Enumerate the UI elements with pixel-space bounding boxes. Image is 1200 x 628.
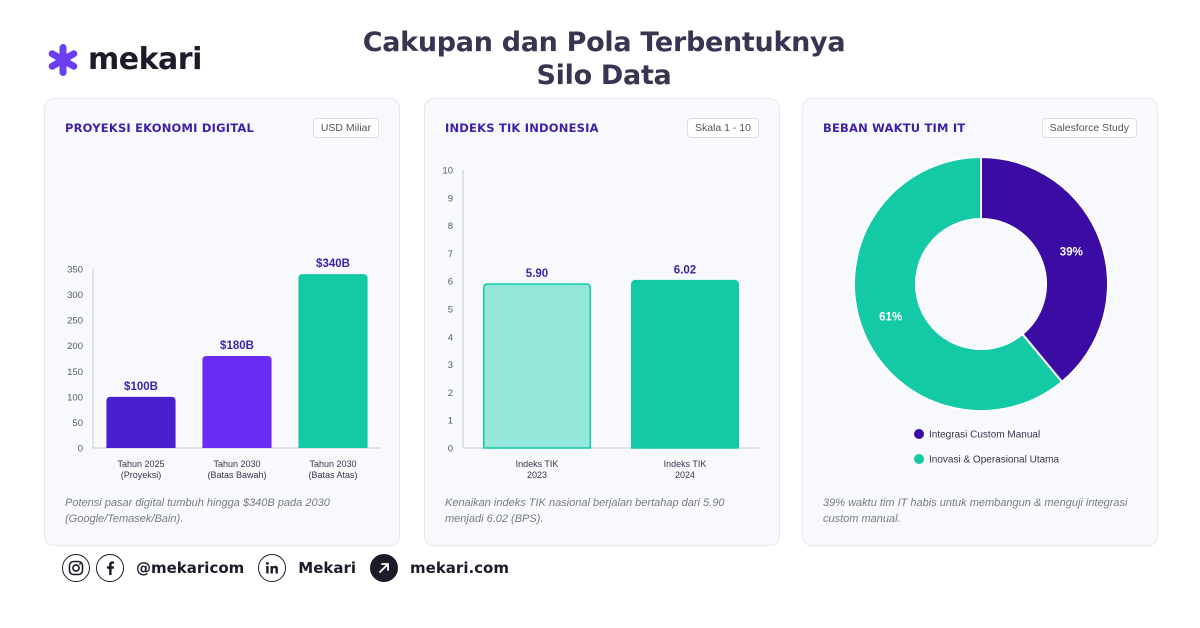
x-tick-label: (Proyeksi) xyxy=(121,470,162,480)
y-tick-label: 5 xyxy=(448,305,453,316)
bar xyxy=(630,279,740,449)
x-tick-label: 2023 xyxy=(527,470,547,480)
website-link[interactable]: mekari.com xyxy=(410,559,509,577)
bar xyxy=(106,396,176,448)
y-tick-label: 4 xyxy=(448,332,453,343)
y-tick-label: 2 xyxy=(448,388,453,399)
y-tick-label: 150 xyxy=(67,367,83,378)
y-tick-label: 8 xyxy=(448,221,453,232)
y-tick-label: 0 xyxy=(448,444,453,455)
card-title: INDEKS TIK INDONESIA xyxy=(445,121,599,135)
y-tick-label: 9 xyxy=(448,193,453,204)
y-tick-label: 200 xyxy=(67,341,83,352)
bar-chart-economy: 0 50 100 150 200 250 300 350 $100B Tahun 2025(Pro… xyxy=(67,258,381,480)
legend-swatch xyxy=(914,454,924,464)
bar-data-label: 6.02 xyxy=(674,265,696,277)
bar-data-label: $340B xyxy=(316,258,350,270)
brand-logo: mekari xyxy=(46,42,202,77)
y-tick-label: 1 xyxy=(448,416,453,427)
legend-swatch xyxy=(914,429,924,439)
bar-data-label: 5.90 xyxy=(526,268,548,280)
card-economy: PROYEKSI EKONOMI DIGITAL USD Miliar 0 50 1… xyxy=(44,98,400,546)
facebook-icon[interactable] xyxy=(96,554,124,582)
y-tick-label: 350 xyxy=(67,265,83,276)
x-tick-label: Tahun 2030 xyxy=(213,459,260,469)
slice-data-label: 61% xyxy=(879,312,902,324)
donut-slice xyxy=(853,155,1064,412)
page-title: Cakupan dan Pola Terbentuknya Silo Data xyxy=(362,27,846,91)
legend-label: Integrasi Custom Manual xyxy=(929,430,1040,441)
card-caption: 39% waktu tim IT habis untuk membangun &… xyxy=(823,497,1128,525)
y-tick-label: 100 xyxy=(67,392,83,403)
y-tick-label: 3 xyxy=(448,360,453,371)
instagram-icon[interactable] xyxy=(62,554,90,582)
legend-label: Inovasi & Operasional Utama xyxy=(929,455,1060,466)
linkedin-name[interactable]: Mekari xyxy=(298,559,357,577)
slice-data-label: 39% xyxy=(1060,246,1083,258)
bar xyxy=(482,283,592,449)
unit-badge: USD Miliar xyxy=(312,118,379,138)
source-badge: Salesforce Study xyxy=(1041,118,1137,138)
donut-slice xyxy=(980,155,1109,384)
x-tick-label: (Batas Bawah) xyxy=(207,470,266,480)
card-caption: Potensi pasar digital tumbuh hingga $340… xyxy=(65,497,330,525)
social-handle[interactable]: @mekaricom xyxy=(136,559,245,577)
brand-name: mekari xyxy=(88,42,202,77)
y-tick-label: 300 xyxy=(67,290,83,301)
bar xyxy=(202,355,272,448)
linkedin-icon[interactable] xyxy=(258,554,287,582)
mekari-star-icon xyxy=(48,43,78,76)
y-tick-label: 0 xyxy=(78,444,83,455)
x-tick-label: Indeks TIK xyxy=(516,459,559,469)
x-tick-label: Indeks TIK xyxy=(664,459,707,469)
bar-data-label: $180B xyxy=(220,340,254,352)
card-title: PROYEKSI EKONOMI DIGITAL xyxy=(65,121,254,135)
x-tick-label: 2024 xyxy=(675,470,695,480)
bar xyxy=(298,274,368,448)
card-ict-index: INDEKS TIK INDONESIA Skala 1 - 10 0 1 2 3 4 5… xyxy=(424,98,780,546)
arrow-link-icon[interactable] xyxy=(370,554,399,582)
bar-data-label: $100B xyxy=(124,381,158,393)
x-tick-label: Tahun 2030 xyxy=(309,459,356,469)
social-footer: @mekaricom Mekari mekari.com xyxy=(62,554,523,582)
y-tick-label: 250 xyxy=(67,316,83,327)
card-it-time: BEBAN WAKTU TIM IT Salesforce Study 39% 6… xyxy=(802,98,1158,546)
x-tick-label: Tahun 2025 xyxy=(117,459,164,469)
x-tick-label: (Batas Atas) xyxy=(308,470,357,480)
scale-badge: Skala 1 - 10 xyxy=(686,118,759,138)
y-tick-label: 7 xyxy=(448,249,453,260)
card-caption: Kenaikan indeks TIK nasional berjalan be… xyxy=(445,497,725,525)
y-tick-label: 50 xyxy=(72,418,83,429)
y-tick-label: 10 xyxy=(442,166,453,177)
card-title: BEBAN WAKTU TIM IT xyxy=(823,121,966,135)
y-tick-label: 6 xyxy=(448,277,453,288)
donut-chart-it-time: 39% 61% Integrasi Custom Manual Inovasi & O… xyxy=(853,155,1109,466)
